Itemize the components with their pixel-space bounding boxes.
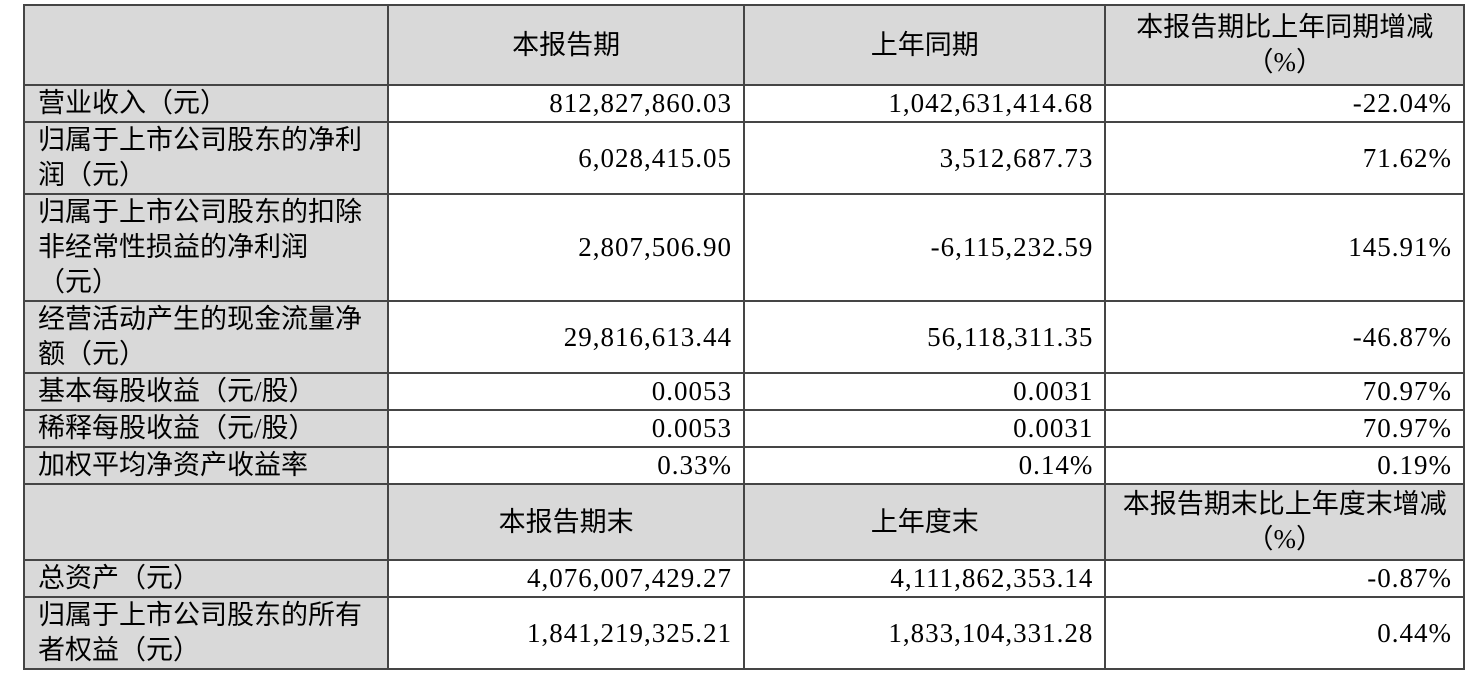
value-prior-period: 1,833,104,331.28	[742, 596, 1107, 670]
value-prior-period: 56,118,311.35	[742, 300, 1107, 374]
period-header-row: 本报告期 上年同期 本报告期比上年同期增减 （%）	[22, 4, 1465, 86]
value-change: 145.91%	[1104, 193, 1465, 302]
table-row-owners-equity: 归属于上市公司股东的所有 者权益（元） 1,841,219,325.21 1,8…	[22, 596, 1465, 670]
value-current-period: 6,028,415.05	[387, 121, 745, 195]
value-current-period: 0.0053	[387, 372, 745, 411]
value-change: 71.62%	[1104, 121, 1465, 195]
value-change: 70.97%	[1104, 372, 1465, 411]
value-change: -0.87%	[1104, 559, 1465, 598]
value-prior-period: 3,512,687.73	[742, 121, 1107, 195]
value-prior-period: 4,111,862,353.14	[742, 559, 1107, 598]
value-change: -46.87%	[1104, 300, 1465, 374]
table-row-deducted-net-profit: 归属于上市公司股东的扣除 非经常性损益的净利润 （元） 2,807,506.90…	[22, 193, 1465, 302]
table-row-net-profit: 归属于上市公司股东的净利 润（元） 6,028,415.05 3,512,687…	[22, 121, 1465, 195]
row-label: 营业收入（元）	[22, 84, 390, 123]
table-row-operating-cash-flow: 经营活动产生的现金流量净 额（元） 29,816,613.44 56,118,3…	[22, 300, 1465, 374]
value-current-period: 2,807,506.90	[387, 193, 745, 302]
row-label: 基本每股收益（元/股）	[22, 372, 390, 411]
value-current-period: 812,827,860.03	[387, 84, 745, 123]
value-prior-period: 0.14%	[742, 446, 1107, 485]
value-change: -22.04%	[1104, 84, 1465, 123]
current-period-end-header: 本报告期末	[387, 483, 745, 561]
row-label: 稀释每股收益（元/股）	[22, 409, 390, 448]
prior-period-header: 上年同期	[742, 4, 1107, 86]
row-label: 归属于上市公司股东的所有 者权益（元）	[22, 596, 390, 670]
corner-blank-cell	[22, 4, 390, 86]
row-label: 经营活动产生的现金流量净 额（元）	[22, 300, 390, 374]
period-change-header: 本报告期比上年同期增减 （%）	[1104, 4, 1465, 86]
row-label: 归属于上市公司股东的净利 润（元）	[22, 121, 390, 195]
value-prior-period: -6,115,232.59	[742, 193, 1107, 302]
period-end-header-row: 本报告期末 上年度末 本报告期末比上年度末增减 （%）	[22, 483, 1465, 561]
value-current-period: 29,816,613.44	[387, 300, 745, 374]
value-change: 0.19%	[1104, 446, 1465, 485]
period-end-change-header: 本报告期末比上年度末增减 （%）	[1104, 483, 1465, 561]
corner-blank-cell	[22, 483, 390, 561]
value-prior-period: 0.0031	[742, 372, 1107, 411]
value-current-period: 0.0053	[387, 409, 745, 448]
value-change: 0.44%	[1104, 596, 1465, 670]
value-change: 70.97%	[1104, 409, 1465, 448]
table-row-weighted-avg-roe: 加权平均净资产收益率 0.33% 0.14% 0.19%	[22, 446, 1465, 485]
table-row-total-assets: 总资产（元） 4,076,007,429.27 4,111,862,353.14…	[22, 559, 1465, 598]
value-prior-period: 1,042,631,414.68	[742, 84, 1107, 123]
prior-year-end-header: 上年度末	[742, 483, 1107, 561]
value-current-period: 4,076,007,429.27	[387, 559, 745, 598]
value-prior-period: 0.0031	[742, 409, 1107, 448]
current-period-header: 本报告期	[387, 4, 745, 86]
value-current-period: 1,841,219,325.21	[387, 596, 745, 670]
row-label: 总资产（元）	[22, 559, 390, 598]
row-label: 归属于上市公司股东的扣除 非经常性损益的净利润 （元）	[22, 193, 390, 302]
table-row-revenue: 营业收入（元） 812,827,860.03 1,042,631,414.68 …	[22, 84, 1465, 123]
table-row-basic-eps: 基本每股收益（元/股） 0.0053 0.0031 70.97%	[22, 372, 1465, 411]
row-label: 加权平均净资产收益率	[22, 446, 390, 485]
financial-summary-table: 本报告期 上年同期 本报告期比上年同期增减 （%） 营业收入（元） 812,82…	[22, 4, 1465, 670]
table-row-diluted-eps: 稀释每股收益（元/股） 0.0053 0.0031 70.97%	[22, 409, 1465, 448]
value-current-period: 0.33%	[387, 446, 745, 485]
